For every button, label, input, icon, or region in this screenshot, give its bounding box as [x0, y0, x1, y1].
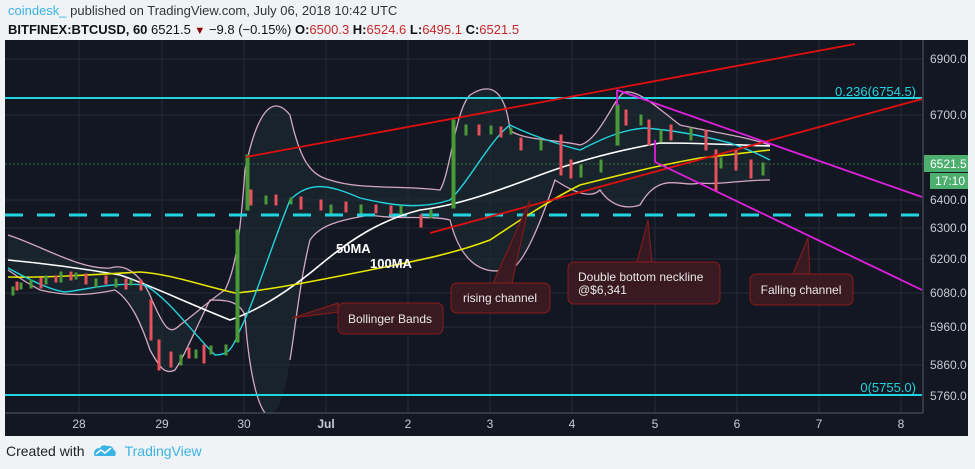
fib-0236-label: 0.236(6754.5) [835, 84, 916, 99]
callout-neckline-text-2: @$6,341 [578, 283, 627, 297]
last-price-badge-text: 6521.5 [930, 157, 967, 171]
time-tick: 5 [652, 417, 659, 431]
open-label: O: [294, 22, 310, 37]
price-axis[interactable]: 6900.0 6700.0 6400.0 6300.0 6200.0 6080.… [930, 52, 967, 403]
price-tick: 6300.0 [930, 221, 967, 235]
ma20-line [7, 124, 771, 356]
time-axis[interactable]: 28 29 30 Jul 2 3 4 5 6 7 8 [72, 417, 904, 431]
countdown-badge [930, 173, 968, 189]
countdown-badge-text: 17:10 [935, 174, 965, 188]
chart-panel[interactable]: 0.236(6754.5) 0(5755.0) [5, 40, 968, 436]
publish-info: published on TradingView.com, July 06, 2… [66, 3, 398, 18]
callout-rising[interactable]: rising channel [450, 199, 551, 314]
tradingview-logo-icon [93, 445, 116, 456]
ma50-line [7, 142, 771, 321]
time-tick: 4 [569, 417, 576, 431]
time-tick: 30 [237, 417, 251, 431]
close-label: C: [465, 22, 480, 37]
falling-channel[interactable] [616, 89, 923, 291]
time-tick: 28 [72, 417, 86, 431]
created-with-text: Created with [6, 443, 85, 459]
last-price-badge [924, 155, 968, 172]
price-tick: 5860.0 [930, 358, 967, 372]
callout-rising-text: rising channel [463, 291, 537, 305]
publish-line: coindesk_ published on TradingView.com, … [8, 3, 397, 18]
footer: Created with TradingView [6, 443, 202, 459]
price-tick: 6200.0 [930, 252, 967, 266]
open-value: 6500.3 [309, 22, 350, 37]
ma100-line [7, 149, 771, 294]
time-tick: 3 [487, 417, 494, 431]
fib-0-label: 0(5755.0) [860, 380, 916, 395]
price-tick: 5760.0 [930, 389, 967, 403]
callout-falling[interactable]: Falling channel [749, 237, 854, 306]
author-link[interactable]: coindesk_ [8, 3, 67, 18]
price-chart[interactable]: 0.236(6754.5) 0(5755.0) [5, 40, 968, 436]
time-tick: Jul [317, 417, 334, 431]
time-tick: 8 [898, 417, 905, 431]
symbol-line: BITFINEX:BTCUSD, 60 6521.5 ▼ −9.8 (−0.15… [8, 22, 519, 37]
callout-bollinger[interactable]: Bollinger Bands [291, 302, 444, 335]
callout-bollinger-text: Bollinger Bands [348, 312, 432, 326]
high-label: H: [352, 22, 367, 37]
low-label: L: [409, 22, 423, 37]
high-value: 6524.6 [366, 22, 407, 37]
price-tick: 5960.0 [930, 320, 967, 334]
callout-falling-text: Falling channel [761, 283, 842, 297]
price-change: −9.8 (−0.15%) [208, 22, 292, 37]
low-value: 6495.1 [422, 22, 462, 37]
ma50-label: 50MA [336, 241, 371, 256]
bollinger-bands [7, 88, 771, 415]
price-tick: 6700.0 [930, 108, 967, 122]
time-tick: 2 [405, 417, 412, 431]
time-tick: 7 [816, 417, 823, 431]
last-price: 6521.5 [151, 22, 191, 37]
callout-neckline[interactable]: Double bottom neckline @$6,341 [567, 219, 721, 305]
price-tick: 6900.0 [930, 52, 967, 66]
close-value: 6521.5 [479, 22, 520, 37]
price-tick: 6080.0 [930, 286, 967, 300]
tradingview-link[interactable]: TradingView [124, 443, 202, 459]
time-tick: 29 [155, 417, 169, 431]
rising-channel[interactable] [245, 43, 923, 234]
candles[interactable] [11, 104, 765, 371]
price-tick: 6400.0 [930, 193, 967, 207]
ma100-label: 100MA [370, 256, 413, 271]
callout-neckline-text-1: Double bottom neckline [578, 270, 704, 284]
down-arrow-icon: ▼ [194, 25, 206, 37]
time-tick: 6 [734, 417, 741, 431]
symbol: BITFINEX:BTCUSD, 60 [8, 22, 148, 37]
